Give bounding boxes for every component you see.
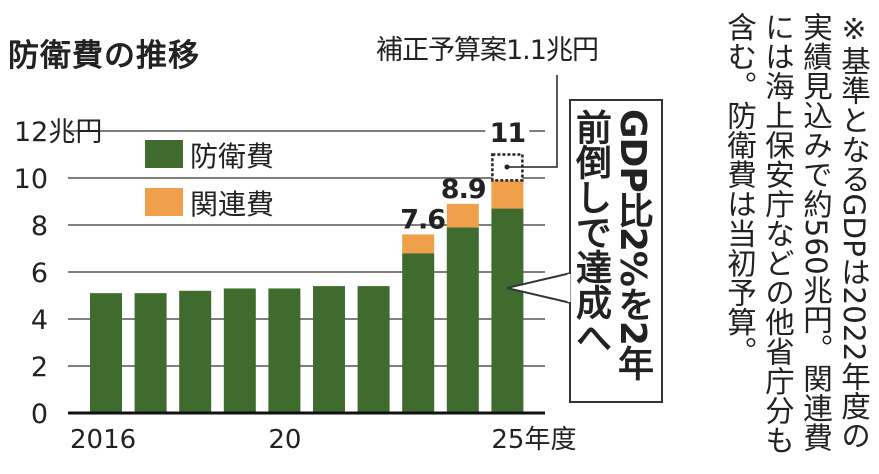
bar-defense-2016: [90, 293, 122, 413]
bar-related-2025: [491, 180, 524, 209]
y-tick-label: 12兆円: [14, 117, 102, 148]
supplementary-budget-label: 補正予算案1.1兆円: [376, 35, 599, 66]
bar-defense-2021: [313, 286, 345, 413]
y-tick-label: 0: [31, 399, 48, 430]
bar-defense-2024: [446, 227, 479, 413]
bar-related-2023: [402, 234, 435, 254]
y-tick-label: 8: [31, 211, 48, 242]
y-tick-label: 10: [14, 164, 48, 195]
x-tick-label: 20: [268, 425, 301, 455]
x-tick-label: 25年度: [491, 425, 576, 455]
y-tick-label: 2: [31, 352, 48, 383]
legend-swatch-related: [145, 188, 183, 216]
bar-related-2024: [446, 203, 479, 228]
data-label-2023: 7.6: [400, 204, 445, 235]
supplementary-leader-line: [507, 75, 558, 168]
bar-defense-2022: [357, 286, 390, 413]
bar-defense-2020: [268, 288, 301, 413]
x-tick-label: 2016: [70, 425, 136, 455]
bar-defense-2018: [179, 290, 212, 413]
legend-label-related: 関連費: [190, 188, 275, 221]
callout-box: GDP比2%を2年前倒しで達成へ: [569, 99, 663, 403]
y-tick-label: 6: [31, 258, 48, 289]
bar-defense-2017: [134, 293, 167, 413]
data-label-2025: 11: [490, 118, 526, 149]
bar-defense-2023: [402, 253, 435, 413]
callout-text: GDP比2%を2年前倒しで達成へ: [570, 109, 653, 380]
legend-swatch-defense: [145, 140, 183, 168]
page-title: 防衛費の推移: [8, 38, 200, 74]
data-label-2024: 8.9: [441, 174, 486, 205]
legend-label-defense: 防衛費: [190, 140, 275, 173]
bar-defense-2019: [223, 288, 256, 413]
y-tick-label: 4: [31, 305, 48, 336]
bar-defense-2025: [491, 208, 524, 413]
footnote: ※基準となるGDPは2022年度の実績見込みで約560兆円。関連費には海上保安庁…: [723, 12, 871, 455]
leader-dot: [504, 164, 510, 170]
